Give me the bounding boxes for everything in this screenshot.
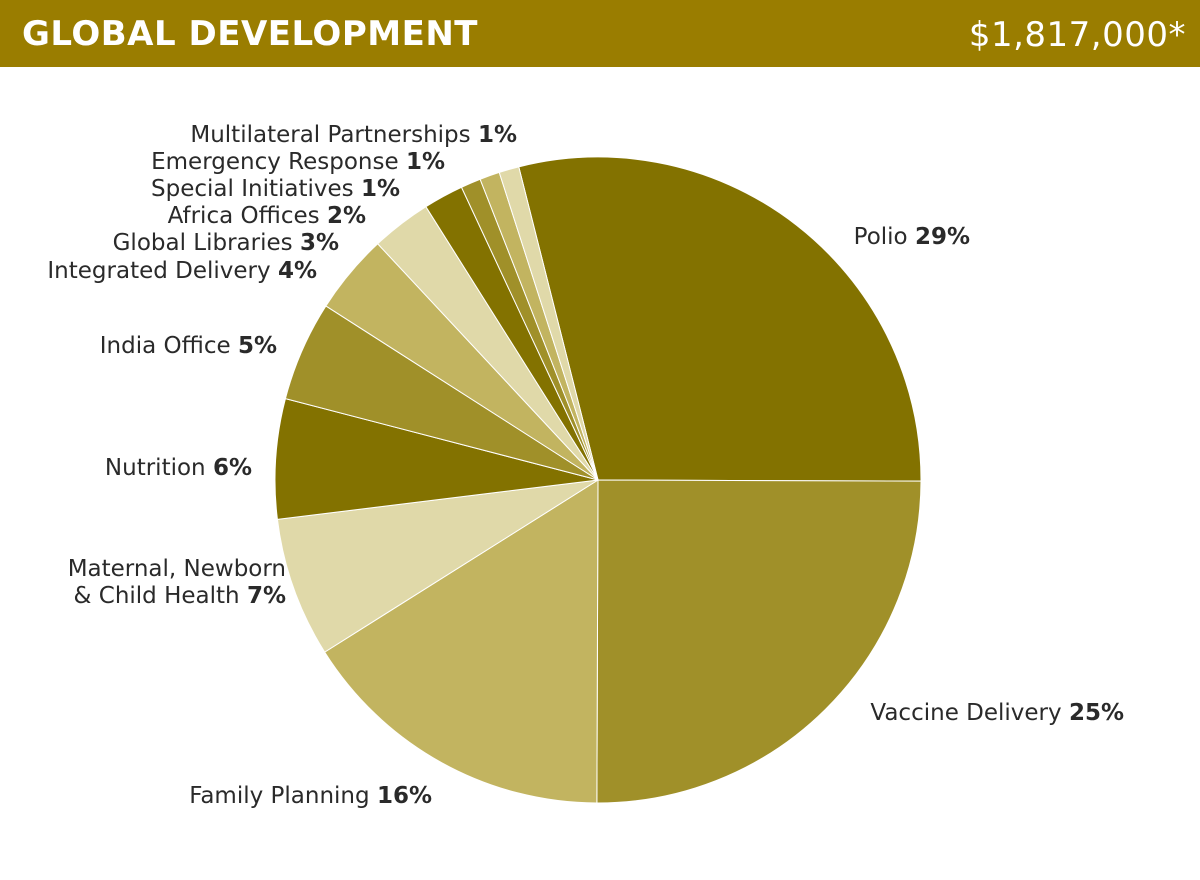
total-amount: $1,817,000*	[968, 15, 1186, 55]
pie-slice-nutrition	[274, 397, 599, 520]
data-label-vaccine-delivery: Vaccine Delivery 25%	[870, 700, 1124, 726]
pie-slice-family-planning	[323, 479, 599, 804]
data-label-emergency-response: Emergency Response 1%	[151, 149, 445, 175]
chart-header: GLOBAL DEVELOPMENT $1,817,000*	[0, 0, 1200, 67]
data-label-india-office: India Office 5%	[100, 333, 277, 359]
pie-slice-vaccine-delivery	[596, 479, 922, 804]
data-label-polio: Polio 29%	[854, 224, 970, 250]
data-label-maternal-newborn-child-health: Maternal, Newborn & Child Health 7%	[68, 556, 286, 609]
pie-slice-multilateral-partnerships	[498, 166, 599, 481]
data-label-family-planning: Family Planning 16%	[189, 783, 432, 809]
data-label-special-initiatives: Special Initiatives 1%	[151, 176, 400, 202]
pie-labels: Polio 29% Vaccine Delivery 25% Family Plan…	[47, 122, 1124, 809]
data-label-integrated-delivery: Integrated Delivery 4%	[47, 258, 317, 284]
pie-slices	[274, 156, 922, 804]
data-label-global-libraries: Global Libraries 3%	[113, 230, 339, 256]
chart-title: GLOBAL DEVELOPMENT	[22, 14, 478, 54]
pie-slice-maternal-newborn-child-health	[276, 479, 599, 653]
pie-slice-polio	[518, 156, 922, 482]
data-label-nutrition: Nutrition 6%	[105, 455, 252, 481]
data-label-africa-offices: Africa Offices 2%	[168, 203, 366, 229]
data-label-multilateral-partnerships: Multilateral Partnerships 1%	[190, 122, 517, 148]
